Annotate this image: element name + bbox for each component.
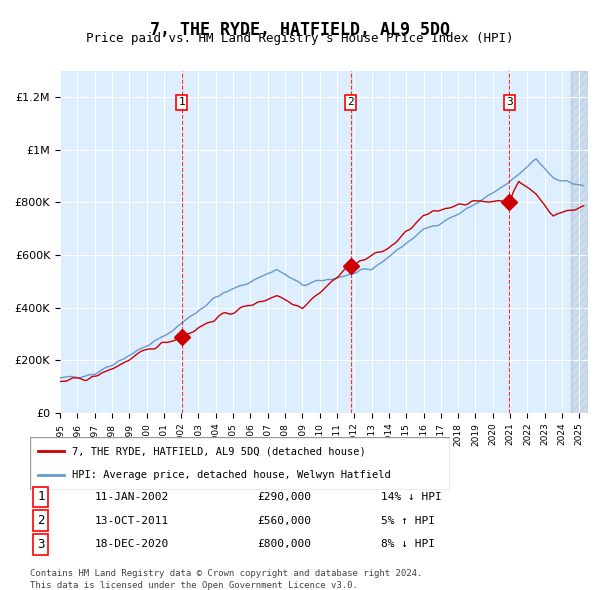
Text: 14% ↓ HPI: 14% ↓ HPI	[381, 492, 442, 502]
Text: 1: 1	[37, 490, 44, 503]
Text: £560,000: £560,000	[257, 516, 311, 526]
Text: HPI: Average price, detached house, Welwyn Hatfield: HPI: Average price, detached house, Welw…	[72, 470, 391, 480]
Text: Price paid vs. HM Land Registry's House Price Index (HPI): Price paid vs. HM Land Registry's House …	[86, 32, 514, 45]
Text: Contains HM Land Registry data © Crown copyright and database right 2024.: Contains HM Land Registry data © Crown c…	[30, 569, 422, 578]
Text: £800,000: £800,000	[257, 539, 311, 549]
Bar	[571, 71, 588, 413]
Text: 11-JAN-2002: 11-JAN-2002	[95, 492, 169, 502]
Text: 18-DEC-2020: 18-DEC-2020	[95, 539, 169, 549]
Text: 2: 2	[37, 514, 44, 527]
Text: 3: 3	[37, 538, 44, 551]
Text: 7, THE RYDE, HATFIELD, AL9 5DQ: 7, THE RYDE, HATFIELD, AL9 5DQ	[150, 21, 450, 39]
Text: 5% ↑ HPI: 5% ↑ HPI	[381, 516, 435, 526]
Text: £290,000: £290,000	[257, 492, 311, 502]
Text: This data is licensed under the Open Government Licence v3.0.: This data is licensed under the Open Gov…	[30, 581, 358, 590]
Text: 3: 3	[506, 97, 513, 107]
Text: 13-OCT-2011: 13-OCT-2011	[95, 516, 169, 526]
FancyBboxPatch shape	[30, 437, 450, 490]
Text: 2: 2	[347, 97, 354, 107]
Text: 7, THE RYDE, HATFIELD, AL9 5DQ (detached house): 7, THE RYDE, HATFIELD, AL9 5DQ (detached…	[72, 447, 366, 457]
Bar	[571, 71, 588, 413]
Text: 1: 1	[178, 97, 185, 107]
Text: 8% ↓ HPI: 8% ↓ HPI	[381, 539, 435, 549]
